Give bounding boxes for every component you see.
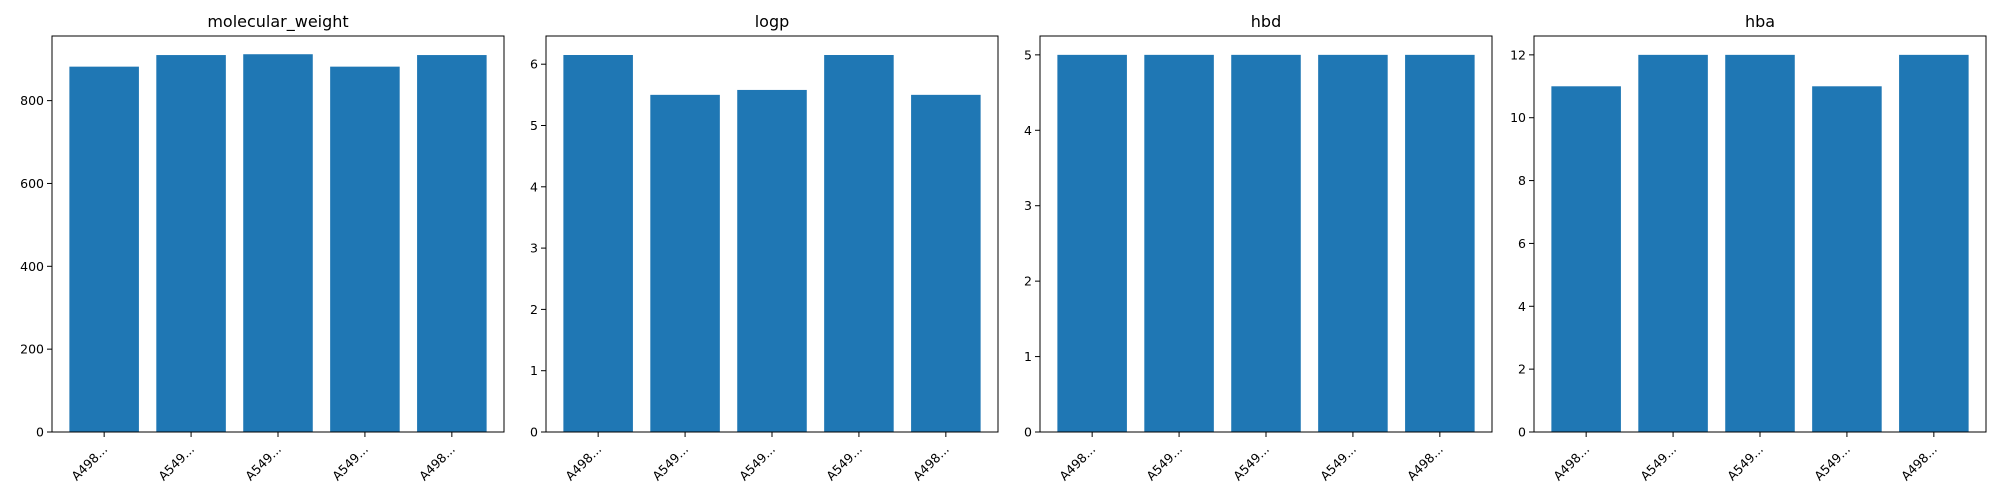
y-tick-label: 600: [20, 176, 44, 191]
axes-frame: [545, 35, 999, 433]
bars-group: [563, 55, 981, 432]
y-tick-label: 2: [1518, 362, 1526, 377]
y-tick-label: 4: [530, 179, 538, 194]
bar: [330, 66, 400, 433]
bars-group: [69, 54, 487, 433]
bars-group: [1057, 54, 1475, 433]
panel-title: hbd: [1251, 12, 1281, 31]
y-axis: 0 200 400 600 800: [20, 93, 52, 440]
y-tick-label: 6: [530, 57, 538, 72]
y-tick-label: 3: [530, 241, 538, 256]
bar: [824, 55, 894, 432]
y-tick-label: 0: [36, 425, 44, 440]
panel-title: hba: [1745, 12, 1775, 31]
bar: [156, 55, 226, 433]
bar: [1405, 54, 1475, 433]
y-tick-label: 1: [530, 363, 538, 378]
y-axis: 0 2 4 6 8 10 12: [1510, 47, 1534, 440]
y-tick-label: 3: [1024, 198, 1032, 213]
panel-title: logp: [755, 12, 790, 31]
bar: [1318, 54, 1388, 433]
y-tick-label: 0: [1024, 425, 1032, 440]
bar: [911, 94, 981, 432]
y-tick-label: 0: [530, 425, 538, 440]
bar: [1812, 86, 1882, 432]
y-tick-label: 8: [1518, 173, 1526, 188]
y-tick-label: 10: [1510, 110, 1526, 125]
bar: [1144, 54, 1214, 433]
y-axis: 0 1 2 3 4 5: [1024, 47, 1040, 440]
y-tick-label: 800: [20, 93, 44, 108]
axes-frame: [1039, 35, 1493, 433]
y-tick-label: 4: [1518, 299, 1526, 314]
y-tick-label: 5: [1024, 47, 1032, 62]
y-tick-label: 1: [1024, 349, 1032, 364]
y-tick-label: 2: [1024, 274, 1032, 289]
bar: [1231, 54, 1301, 433]
panel-title: molecular_weight: [207, 12, 348, 32]
bar: [1725, 54, 1795, 433]
bar: [737, 89, 807, 432]
bar: [1551, 86, 1621, 432]
bar: [69, 66, 139, 433]
axes-frame: [1533, 35, 1987, 433]
bar: [243, 54, 313, 432]
y-tick-label: 200: [20, 342, 44, 357]
bar: [1638, 54, 1708, 433]
y-tick-label: 5: [530, 118, 538, 133]
bar: [650, 94, 720, 432]
y-tick-label: 6: [1518, 236, 1526, 251]
bars-group: [1551, 54, 1969, 433]
y-tick-label: 12: [1510, 47, 1526, 62]
bar: [417, 55, 487, 433]
axes-frame: [51, 35, 505, 433]
y-axis: 0 1 2 3 4 5 6: [530, 57, 546, 440]
y-tick-label: 2: [530, 302, 538, 317]
bar: [1899, 54, 1969, 433]
bar: [1057, 54, 1127, 433]
bar: [563, 55, 633, 432]
y-tick-label: 400: [20, 259, 44, 274]
y-tick-label: 0: [1518, 425, 1526, 440]
y-tick-label: 4: [1024, 123, 1032, 138]
